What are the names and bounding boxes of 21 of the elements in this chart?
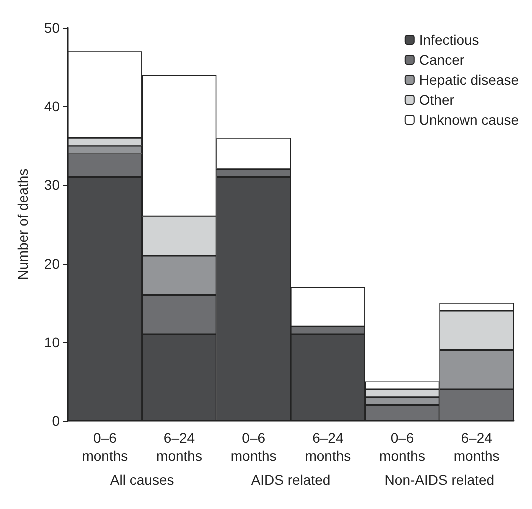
text: AIDS related: [251, 472, 331, 488]
y-tick-label: 20: [44, 256, 60, 272]
x-tick-label: 0–6 months: [230, 430, 277, 464]
x-tick-label: 0–6 months: [82, 430, 128, 464]
legend-label: Other: [419, 92, 455, 108]
text: All causes: [110, 472, 174, 488]
x-tick-label: 6–24 months: [156, 430, 202, 464]
y-tick-label: 40: [44, 98, 60, 115]
legend-label: Unknown cause: [419, 112, 520, 128]
y-axis-title: Number of deaths: [15, 168, 31, 280]
y-tick-label: 30: [44, 177, 60, 194]
y-tick-label: 50: [44, 20, 60, 36]
legend-label: Hepatic disease: [419, 72, 520, 88]
legend-label: Infectious: [419, 32, 480, 48]
x-tick-label: 6–24 months: [454, 430, 500, 464]
x-tick-label: 6–24 months: [305, 430, 352, 464]
y-tick-label: 10: [44, 334, 60, 350]
x-tick-label: 0–6 months: [380, 430, 426, 464]
text: Non-AIDS related: [384, 472, 495, 488]
y-tick-label: 0: [52, 413, 60, 429]
legend-label: Cancer: [419, 52, 465, 68]
